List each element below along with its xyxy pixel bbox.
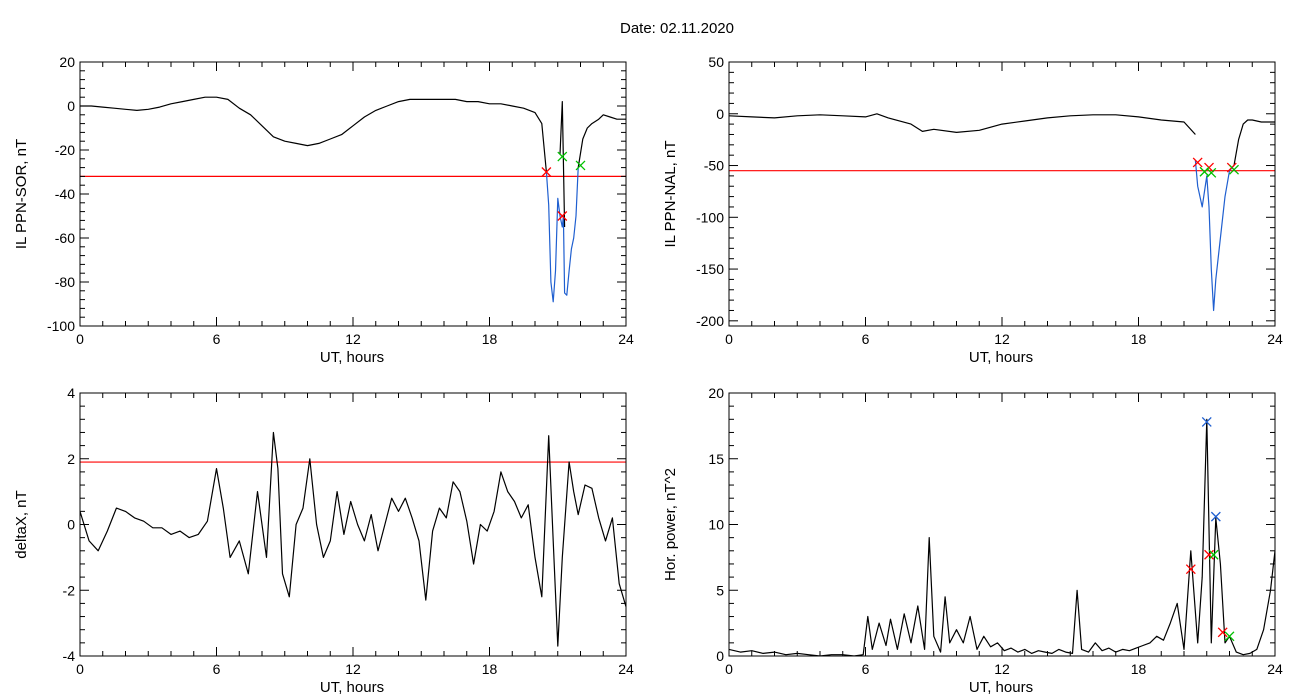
y-tick-label: -20 [55, 142, 75, 158]
x-tick-label: 6 [213, 331, 221, 347]
x-tick-label: 12 [994, 331, 1010, 347]
y-tick-label: -80 [55, 274, 75, 290]
series-line-1 [80, 431, 626, 647]
event-marker-4 [1204, 549, 1214, 560]
x-tick-label: 18 [1131, 331, 1147, 347]
x-tick-label: 18 [1131, 661, 1147, 677]
y-axis-label: IL PPN-NAL, nT [662, 141, 679, 248]
plot-frame [79, 392, 627, 657]
x-tick-label: 12 [345, 331, 361, 347]
y-tick-label: 10 [708, 517, 724, 533]
y-tick-label: 20 [59, 54, 75, 70]
x-tick-label: 12 [345, 661, 361, 677]
x-axis-label: UT, hours [969, 679, 1033, 696]
event-marker-3 [557, 151, 568, 162]
event-marker-6 [1224, 631, 1235, 642]
y-tick-label: 0 [67, 98, 75, 114]
series-line-1 [729, 113, 1196, 135]
x-tick-label: 0 [725, 331, 733, 347]
plot-frame [79, 61, 627, 327]
plot-frame [728, 392, 1276, 657]
y-tick-label: 0 [716, 648, 724, 664]
series-line-2 [1194, 160, 1235, 312]
event-marker-1 [1192, 157, 1203, 168]
series-line-3 [559, 100, 566, 228]
event-marker-7 [1217, 627, 1228, 638]
y-tick-label: 50 [708, 54, 724, 70]
event-marker-4 [1206, 167, 1217, 178]
y-tick-label: 0 [67, 517, 75, 533]
x-axis-label: UT, hours [320, 349, 384, 366]
y-tick-label: -100 [47, 318, 75, 334]
y-axis-label: deltaX, nT [13, 490, 30, 558]
y-tick-label: -60 [55, 230, 75, 246]
y-tick-label: -200 [696, 313, 724, 329]
x-tick-label: 0 [725, 661, 733, 677]
y-tick-label: 15 [708, 451, 724, 467]
event-marker-5 [1208, 549, 1219, 560]
series-line-1 [80, 96, 547, 173]
event-marker-3 [1185, 564, 1196, 575]
y-tick-label: -40 [55, 186, 75, 202]
x-axis-label: UT, hours [969, 349, 1033, 366]
y-tick-label: -4 [63, 648, 76, 664]
x-tick-label: 24 [618, 331, 634, 347]
chart-panel-2: 0 6 12 18 24 -200 -150 -100 -50 0 50 UT, hours IL PP… [662, 54, 1283, 366]
event-marker-1 [1201, 416, 1212, 427]
y-tick-label: 4 [67, 385, 75, 401]
y-tick-label: -100 [696, 209, 724, 225]
chart-panel-4: 0 6 12 18 24 0 5 10 15 20 UT, hours Hor. power, nT^… [662, 385, 1283, 696]
x-tick-label: 6 [213, 661, 221, 677]
y-tick-label: -2 [63, 582, 76, 598]
event-marker-1 [541, 167, 552, 177]
x-tick-label: 24 [1267, 331, 1283, 347]
event-marker-6 [1229, 164, 1240, 175]
y-axis-label: IL PPN-SOR, nT [13, 139, 30, 249]
x-tick-label: 18 [482, 661, 498, 677]
x-tick-label: 18 [482, 331, 498, 347]
x-tick-label: 12 [994, 661, 1010, 677]
figure-title: Date: 02.11.2020 [620, 20, 734, 37]
y-axis-label: Hor. power, nT^2 [662, 468, 679, 581]
series-line-1 [729, 418, 1275, 656]
y-tick-label: 2 [67, 451, 75, 467]
y-tick-label: 20 [708, 385, 724, 401]
y-tick-label: -150 [696, 261, 724, 277]
event-marker-2 [1210, 511, 1221, 522]
series-line-3 [1233, 119, 1275, 166]
x-tick-label: 24 [1267, 661, 1283, 677]
y-tick-label: 5 [716, 582, 724, 598]
y-tick-label: 0 [716, 106, 724, 122]
x-tick-label: 24 [618, 661, 634, 677]
event-marker-2 [557, 211, 568, 221]
event-marker-4 [575, 160, 586, 171]
series-line-2 [545, 167, 579, 303]
plot-frame [728, 61, 1276, 327]
chart-panel-1: 0 6 12 18 24 -100 -80 -60 -40 -20 0 20 UT, hours IL P… [13, 54, 634, 366]
y-tick-label: -50 [704, 158, 724, 174]
series-line-4 [577, 114, 626, 168]
x-tick-label: 6 [862, 331, 870, 347]
x-tick-label: 0 [76, 331, 84, 347]
x-tick-label: 0 [76, 661, 84, 677]
x-tick-label: 6 [862, 661, 870, 677]
x-axis-label: UT, hours [320, 679, 384, 696]
